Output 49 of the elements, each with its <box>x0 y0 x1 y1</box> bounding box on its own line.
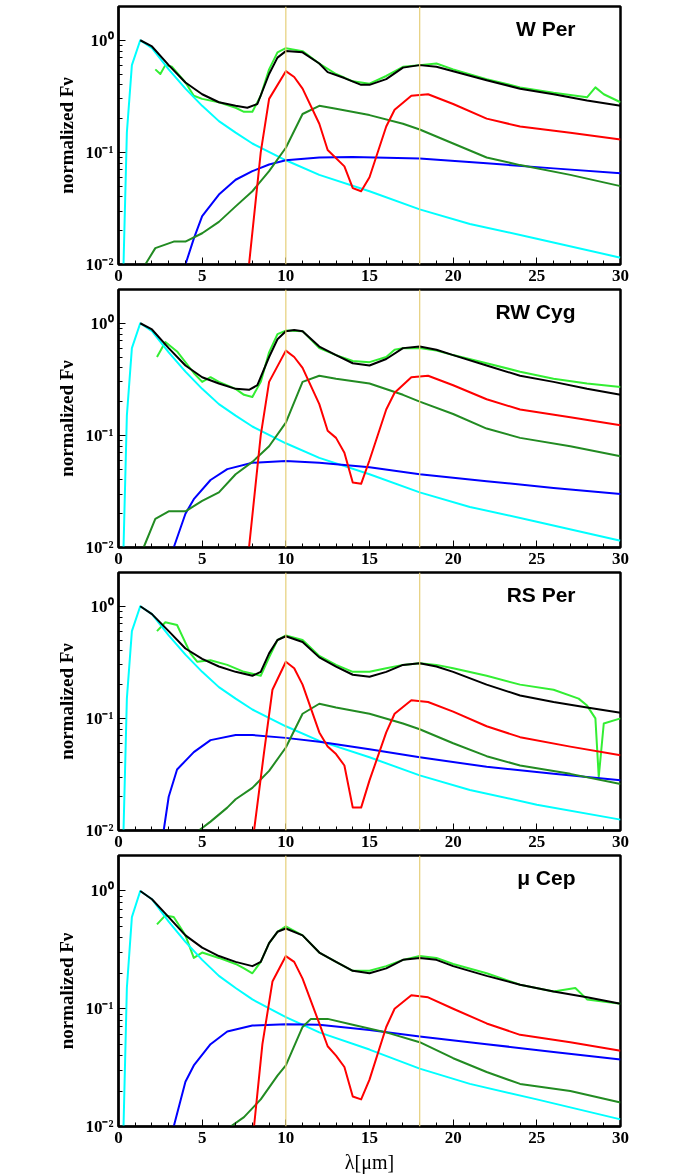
text: W Per <box>515 16 576 40</box>
y-tick-label: 10⁻¹ <box>85 425 114 445</box>
y-tick-label: 10⁻² <box>85 538 114 557</box>
x-tick-label: 30 <box>612 1127 629 1147</box>
x-axis-title: λ[μm] <box>344 1150 395 1174</box>
x-tick-label: 15 <box>361 548 378 568</box>
x-tick-label: 5 <box>197 265 207 285</box>
y-tick-label: 10⁰ <box>90 881 114 901</box>
x-tick-label: 25 <box>528 831 546 851</box>
x-tick-label: 15 <box>361 1127 378 1147</box>
x-tick-label: 30 <box>612 548 629 568</box>
y-tick-label: 10⁻¹ <box>85 142 114 162</box>
y-tick-label: 10⁰ <box>90 313 114 333</box>
y-tick-label: 10⁰ <box>90 30 114 50</box>
x-tick-label: 15 <box>361 265 378 285</box>
text: μ Cep <box>517 865 576 889</box>
x-tick-label: 20 <box>444 548 462 568</box>
x-tick-label: 20 <box>444 831 462 851</box>
x-tick-label: 5 <box>197 831 207 851</box>
x-tick-label: 25 <box>528 265 546 285</box>
x-tick-label: 10 <box>277 548 295 568</box>
x-tick-label: 15 <box>361 831 378 851</box>
x-tick-label: 5 <box>197 1127 207 1147</box>
x-tick-label: 20 <box>444 265 462 285</box>
x-tick-label: 10 <box>277 1127 295 1147</box>
x-tick-label: 0 <box>114 548 123 568</box>
y-axis-title: normalized Fν <box>56 642 78 760</box>
y-axis-title: normalized Fν <box>56 359 78 477</box>
x-tick-label: 0 <box>114 1127 123 1147</box>
x-tick-label: 5 <box>197 548 207 568</box>
x-tick-label: 10 <box>277 831 295 851</box>
y-axis-title: normalized Fν <box>56 932 78 1050</box>
x-tick-label: 0 <box>114 831 123 851</box>
x-tick-label: 10 <box>277 265 295 285</box>
y-tick-label: 10⁻¹ <box>85 999 114 1019</box>
y-tick-label: 10⁰ <box>90 596 114 616</box>
text: RS Per <box>506 582 576 606</box>
text: RW Cyg <box>495 299 576 323</box>
x-tick-label: 25 <box>528 548 546 568</box>
x-tick-label: 0 <box>114 265 123 285</box>
y-tick-label: 10⁻¹ <box>85 708 114 728</box>
x-tick-label: 25 <box>528 1127 546 1147</box>
y-tick-label: 10⁻² <box>85 255 114 274</box>
y-axis-title: normalized Fν <box>56 76 78 194</box>
y-tick-label: 10⁻² <box>85 821 114 840</box>
x-tick-label: 30 <box>612 831 629 851</box>
x-tick-label: 30 <box>612 265 629 285</box>
x-tick-label: 20 <box>444 1127 462 1147</box>
y-tick-label: 10⁻² <box>85 1117 114 1136</box>
